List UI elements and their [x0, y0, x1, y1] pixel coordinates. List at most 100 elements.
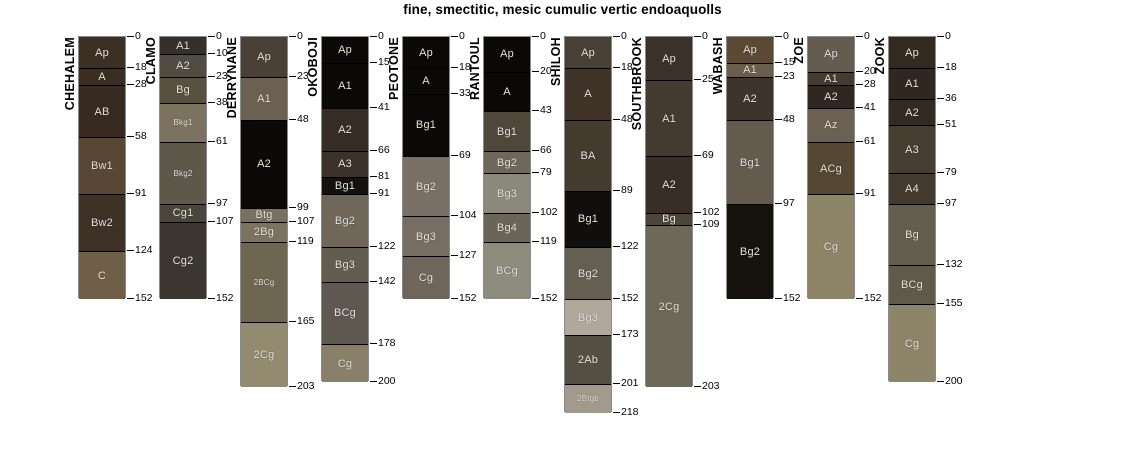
horizon-ACg[interactable]: ACg — [808, 142, 854, 194]
horizon-Bg1[interactable]: Bg1 — [484, 111, 530, 151]
horizon-Ap[interactable]: Ap — [241, 37, 287, 77]
horizon-A2[interactable]: A2 — [160, 54, 206, 77]
horizon-label: BCg — [334, 307, 356, 320]
depth-label: 61 — [864, 135, 876, 148]
horizon-A2[interactable]: A2 — [241, 119, 287, 208]
horizon-Bw2[interactable]: Bw2 — [79, 193, 125, 251]
profile-column[interactable]: Ap A Bg1 Bg2 Bg3 Bg4 BCg — [483, 36, 531, 300]
horizon-Btg[interactable]: Btg — [241, 207, 287, 222]
profile-column[interactable]: Ap A1 A2 Az ACg Cg — [807, 36, 855, 300]
horizon-2Ab[interactable]: 2Ab — [565, 335, 611, 384]
horizon-A1[interactable]: A1 — [727, 62, 773, 77]
horizon-Bg[interactable]: Bg — [889, 204, 935, 265]
horizon-Bg2[interactable]: Bg2 — [403, 156, 449, 217]
horizon-label: Bg2 — [577, 267, 599, 280]
profile-column[interactable]: Ap A BA Bg1 Bg2 Bg3 2Ab 2Btgb — [564, 36, 612, 414]
depth-label: 58 — [135, 130, 147, 143]
horizon-A2[interactable]: A2 — [727, 76, 773, 120]
horizon-Bg4[interactable]: Bg4 — [484, 212, 530, 243]
depth-label: 18 — [459, 61, 471, 74]
horizon-2BCg[interactable]: 2BCg — [241, 242, 287, 322]
horizon-Cg[interactable]: Cg — [322, 344, 368, 382]
horizon-Bg2[interactable]: Bg2 — [727, 204, 773, 300]
depth-tick — [775, 75, 782, 77]
horizon-Ap[interactable]: Ap — [79, 37, 125, 69]
horizon-Ap[interactable]: Ap — [484, 37, 530, 72]
horizon-label: A1 — [662, 112, 676, 125]
horizon-Cg1[interactable]: Cg1 — [160, 204, 206, 222]
profile-column[interactable]: Ap A1 A2 Bg1 Bg2 — [726, 36, 774, 300]
horizon-Ap[interactable]: Ap — [889, 37, 935, 69]
horizon-A[interactable]: A — [484, 71, 530, 112]
horizon-A2[interactable]: A2 — [322, 107, 368, 151]
horizon-Bg[interactable]: Bg — [160, 76, 206, 103]
horizon-Bg3[interactable]: Bg3 — [484, 173, 530, 213]
horizon-2Btgb[interactable]: 2Btgb — [565, 383, 611, 414]
profile-column[interactable]: Ap A Bg1 Bg2 Bg3 Cg — [402, 36, 450, 300]
profile-column[interactable]: Ap A1 A2 Btg 2Bg 2BCg 2Cg — [240, 36, 288, 388]
horizon-Bw1[interactable]: Bw1 — [79, 137, 125, 194]
profile-column[interactable]: Ap A1 A2 A3 Bg1 Bg2 Bg3 BCg Cg — [321, 36, 369, 382]
horizon-2Bg[interactable]: 2Bg — [241, 221, 287, 243]
horizon-Bg2[interactable]: Bg2 — [565, 247, 611, 300]
horizon-label: AB — [94, 105, 110, 118]
horizon-BCg[interactable]: BCg — [889, 264, 935, 305]
horizon-Bg3[interactable]: Bg3 — [403, 216, 449, 257]
profile-column[interactable]: Ap A AB Bw1 Bw2 C — [78, 36, 126, 300]
horizon-Bg3[interactable]: Bg3 — [322, 247, 368, 282]
horizon-Ap[interactable]: Ap — [646, 37, 692, 81]
horizon-Cg[interactable]: Cg — [808, 193, 854, 300]
horizon-Ap[interactable]: Ap — [727, 37, 773, 63]
depth-label: 203 — [702, 380, 720, 393]
horizon-A1[interactable]: A1 — [646, 80, 692, 157]
horizon-Cg2[interactable]: Cg2 — [160, 221, 206, 300]
horizon-A1[interactable]: A1 — [889, 68, 935, 100]
horizon-Bg3[interactable]: Bg3 — [565, 299, 611, 336]
profile-column[interactable]: A1 A2 Bg Bkg1 Bkg2 Cg1 Cg2 — [159, 36, 207, 300]
horizon-Bg1[interactable]: Bg1 — [727, 119, 773, 205]
horizon-BCg[interactable]: BCg — [322, 281, 368, 345]
horizon-A4[interactable]: A4 — [889, 173, 935, 205]
horizon-BA[interactable]: BA — [565, 119, 611, 191]
profile-column[interactable]: Ap A1 A2 Bg 2Cg — [645, 36, 693, 388]
horizon-A[interactable]: A — [403, 68, 449, 94]
horizon-A1[interactable]: A1 — [241, 76, 287, 120]
horizon-label: A1 — [176, 39, 190, 52]
horizon-Cg[interactable]: Cg — [889, 304, 935, 382]
depth-tick — [451, 255, 458, 257]
horizon-Bg2[interactable]: Bg2 — [322, 193, 368, 248]
horizon-A3[interactable]: A3 — [889, 124, 935, 174]
depth-label: 178 — [378, 337, 396, 350]
horizon-Bg[interactable]: Bg — [646, 212, 692, 225]
horizon-AB[interactable]: AB — [79, 85, 125, 138]
horizon-A1[interactable]: A1 — [322, 62, 368, 108]
horizon-Ap[interactable]: Ap — [808, 37, 854, 72]
horizon-label: Bw2 — [91, 216, 113, 229]
horizon-Bkg2[interactable]: Bkg2 — [160, 142, 206, 205]
horizon-A2[interactable]: A2 — [808, 85, 854, 108]
horizon-A2[interactable]: A2 — [889, 99, 935, 125]
horizon-C[interactable]: C — [79, 250, 125, 300]
horizon-A1[interactable]: A1 — [160, 37, 206, 55]
horizon-A[interactable]: A — [79, 68, 125, 86]
horizon-Bg1[interactable]: Bg1 — [403, 93, 449, 157]
horizon-Bkg1[interactable]: Bkg1 — [160, 102, 206, 143]
horizon-A3[interactable]: A3 — [322, 150, 368, 177]
horizon-label: Bg — [176, 84, 190, 97]
horizon-Ap[interactable]: Ap — [403, 37, 449, 69]
profile-column[interactable]: Ap A1 A2 A3 A4 Bg BCg Cg — [888, 36, 936, 382]
horizon-A[interactable]: A — [565, 68, 611, 120]
horizon-Bg1[interactable]: Bg1 — [322, 176, 368, 194]
horizon-Ap[interactable]: Ap — [322, 37, 368, 63]
horizon-A2[interactable]: A2 — [646, 156, 692, 213]
horizon-2Cg[interactable]: 2Cg — [241, 321, 287, 388]
horizon-A1[interactable]: A1 — [808, 71, 854, 86]
horizon-Az[interactable]: Az — [808, 107, 854, 143]
horizon-label: Cg — [904, 337, 920, 350]
horizon-Bg1[interactable]: Bg1 — [565, 190, 611, 248]
horizon-Ap[interactable]: Ap — [565, 37, 611, 69]
horizon-2Cg[interactable]: 2Cg — [646, 225, 692, 388]
horizon-Cg[interactable]: Cg — [403, 256, 449, 300]
horizon-Bg2[interactable]: Bg2 — [484, 150, 530, 174]
horizon-BCg[interactable]: BCg — [484, 242, 530, 300]
